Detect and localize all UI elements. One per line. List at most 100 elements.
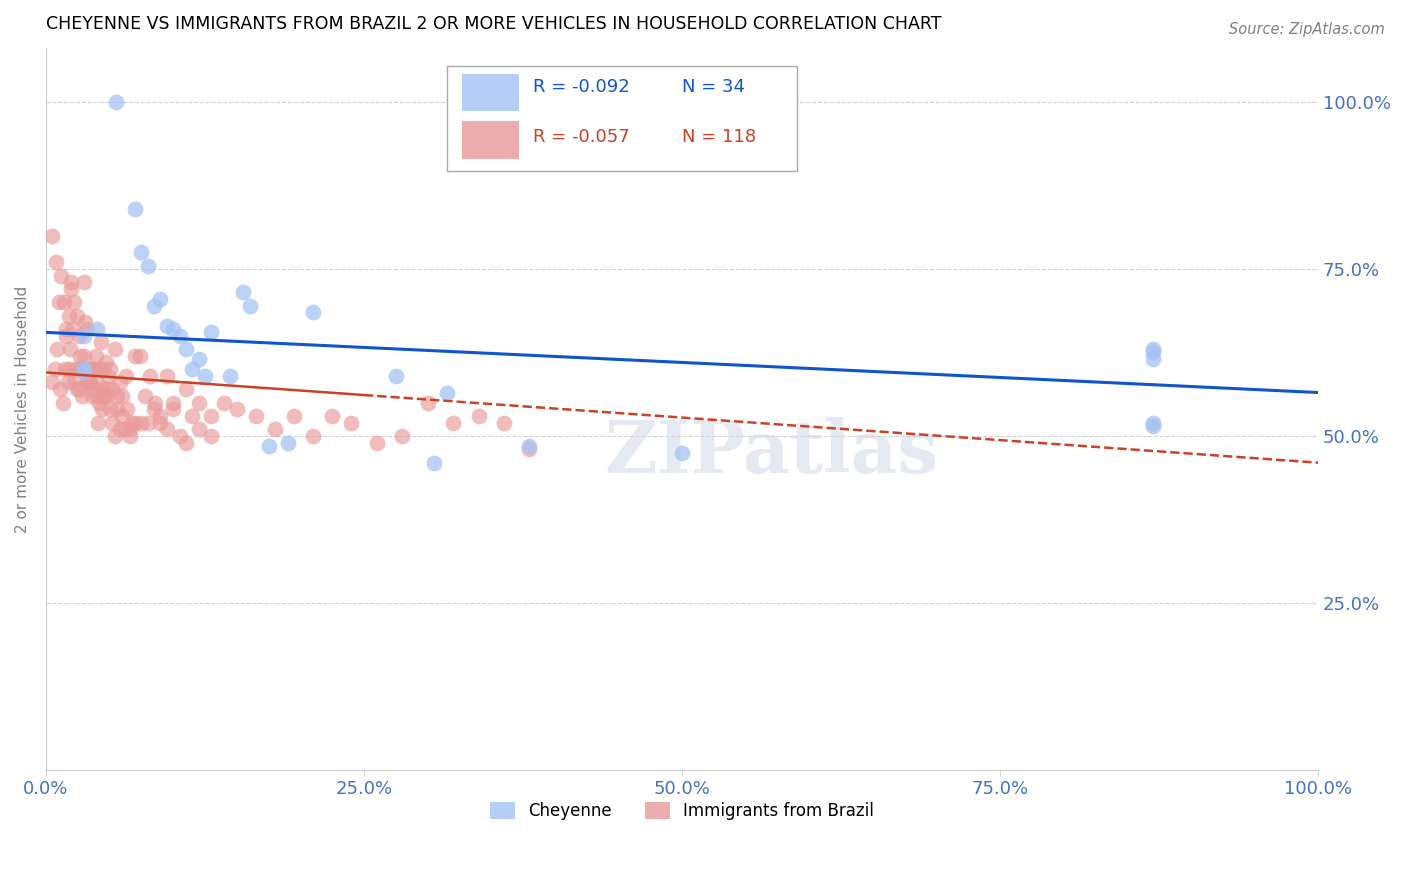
Point	[96, 389, 118, 403]
Point	[200, 326, 222, 340]
Y-axis label: 2 or more Vehicles in Household: 2 or more Vehicles in Household	[15, 285, 30, 533]
Point	[366, 435, 388, 450]
Point	[98, 362, 121, 376]
Point	[385, 368, 408, 383]
Point	[181, 409, 204, 423]
Point	[80, 389, 103, 403]
Point	[156, 368, 179, 383]
Point	[70, 362, 93, 376]
Point	[82, 382, 104, 396]
Point	[73, 349, 96, 363]
Point	[671, 445, 693, 459]
Point	[124, 349, 146, 363]
Point	[90, 335, 112, 350]
Point	[492, 416, 515, 430]
Point	[108, 422, 131, 436]
Point	[1142, 418, 1164, 433]
Text: Source: ZipAtlas.com: Source: ZipAtlas.com	[1229, 22, 1385, 37]
Point	[264, 422, 287, 436]
Point	[225, 402, 247, 417]
Point	[67, 328, 90, 343]
Point	[169, 429, 191, 443]
Point	[232, 285, 254, 300]
Point	[219, 368, 242, 383]
Point	[89, 362, 111, 376]
Point	[51, 395, 73, 409]
Point	[340, 416, 363, 430]
Point	[423, 456, 446, 470]
Point	[145, 395, 167, 409]
Point	[87, 416, 110, 430]
Point	[91, 382, 114, 396]
Point	[76, 322, 98, 336]
Point	[46, 342, 69, 356]
FancyBboxPatch shape	[463, 121, 519, 159]
Point	[65, 309, 87, 323]
Point	[519, 439, 541, 453]
Point	[101, 416, 124, 430]
Point	[283, 409, 305, 423]
Point	[89, 395, 111, 409]
Point	[72, 362, 94, 376]
Point	[75, 315, 97, 329]
Point	[93, 389, 115, 403]
Point	[70, 389, 93, 403]
Point	[134, 389, 156, 403]
Point	[174, 342, 197, 356]
Point	[86, 376, 108, 390]
Point	[55, 322, 77, 336]
Point	[105, 402, 128, 417]
Point	[174, 382, 197, 396]
Point	[73, 328, 96, 343]
Point	[156, 422, 179, 436]
Point	[80, 362, 103, 376]
Text: N = 118: N = 118	[682, 128, 756, 146]
Point	[41, 376, 63, 390]
Point	[136, 416, 159, 430]
Point	[104, 342, 127, 356]
Point	[58, 309, 80, 323]
Point	[1142, 345, 1164, 359]
Point	[114, 422, 136, 436]
Point	[1142, 352, 1164, 367]
Text: R = -0.057: R = -0.057	[533, 128, 630, 146]
Point	[108, 376, 131, 390]
Point	[124, 416, 146, 430]
Point	[53, 362, 76, 376]
Point	[149, 409, 172, 423]
Point	[104, 95, 127, 109]
Point	[162, 395, 184, 409]
Point	[200, 429, 222, 443]
Point	[73, 275, 96, 289]
Point	[98, 402, 121, 417]
Point	[131, 245, 153, 260]
Point	[41, 228, 63, 243]
Bar	[447, 67, 797, 171]
Point	[321, 409, 343, 423]
Point	[73, 366, 96, 380]
Point	[1142, 342, 1164, 356]
Point	[245, 409, 267, 423]
Point	[65, 382, 87, 396]
Point	[143, 299, 166, 313]
Point	[302, 305, 325, 319]
Point	[49, 382, 72, 396]
Text: ZIPatlas: ZIPatlas	[605, 417, 938, 488]
Point	[115, 368, 138, 383]
Point	[238, 299, 260, 313]
Point	[212, 395, 235, 409]
Point	[93, 389, 115, 403]
Point	[111, 389, 134, 403]
Point	[63, 376, 86, 390]
Point	[169, 328, 191, 343]
Point	[51, 268, 73, 283]
Point	[63, 295, 86, 310]
Point	[73, 362, 96, 376]
Point	[91, 362, 114, 376]
Point	[1142, 416, 1164, 430]
Point	[118, 429, 141, 443]
Text: CHEYENNE VS IMMIGRANTS FROM BRAZIL 2 OR MORE VEHICLES IN HOUSEHOLD CORRELATION C: CHEYENNE VS IMMIGRANTS FROM BRAZIL 2 OR …	[46, 15, 942, 33]
Point	[65, 362, 87, 376]
Point	[62, 322, 84, 336]
Point	[302, 429, 325, 443]
